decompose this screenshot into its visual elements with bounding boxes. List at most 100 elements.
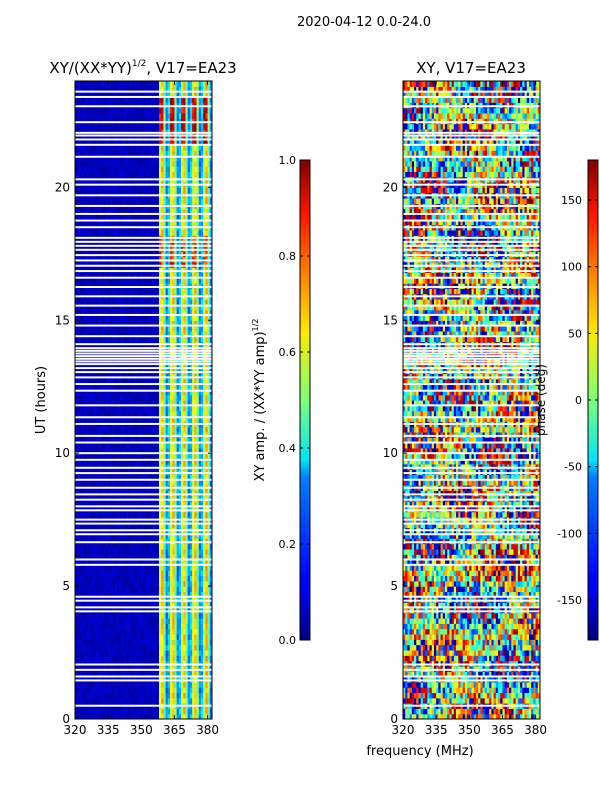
- heatmap-cell: [75, 469, 78, 476]
- heatmap-cell: [143, 681, 147, 688]
- heatmap-cell: [79, 378, 83, 385]
- heatmap-cell: [125, 362, 129, 369]
- heatmap-cell: [134, 708, 138, 715]
- heatmap-cell: [194, 628, 198, 635]
- heatmap-cell: [101, 458, 105, 465]
- heatmap-cell: [119, 309, 122, 316]
- heatmap-cell: [132, 378, 136, 385]
- heatmap-cell: [172, 559, 176, 566]
- heatmap-cell: [79, 368, 83, 375]
- heatmap-cell: [130, 442, 134, 449]
- heatmap-cell: [161, 591, 164, 598]
- heatmap-cell: [94, 426, 98, 433]
- heatmap-cell: [92, 495, 96, 502]
- heatmap-cell: [198, 426, 202, 433]
- heatmap-cell: [88, 309, 92, 316]
- heatmap-cell: [139, 649, 142, 656]
- heatmap-cell: [88, 554, 92, 561]
- heatmap-cell: [108, 554, 111, 561]
- heatmap-cell: [77, 665, 81, 672]
- heatmap-cell: [161, 671, 164, 678]
- heatmap-cell: [209, 336, 212, 343]
- heatmap-cell: [156, 570, 160, 577]
- heatmap-cell: [130, 400, 134, 406]
- heatmap-cell: [116, 511, 120, 518]
- heatmap-cell: [139, 362, 142, 369]
- heatmap-cell: [75, 697, 78, 704]
- heatmap-cell: [90, 309, 94, 316]
- heatmap-cell: [167, 357, 171, 364]
- heatmap-cell: [119, 320, 122, 327]
- heatmap-cell: [183, 453, 187, 460]
- heatmap-cell: [183, 474, 187, 481]
- heatmap-cell: [81, 314, 85, 321]
- heatmap-cell: [110, 362, 114, 369]
- heatmap-cell: [88, 352, 92, 359]
- heatmap-cell: [132, 623, 136, 630]
- heatmap-cell: [90, 660, 94, 667]
- heatmap-cell: [86, 655, 89, 662]
- heatmap-cell: [154, 586, 158, 592]
- heatmap-cell: [105, 495, 109, 502]
- heatmap-cell: [205, 405, 209, 412]
- heatmap-cell: [154, 501, 158, 507]
- heatmap-cell: [163, 522, 167, 529]
- heatmap-cell: [139, 612, 142, 619]
- heatmap-cell: [203, 602, 206, 608]
- heatmap-cell: [176, 532, 180, 539]
- heatmap-cell: [174, 442, 178, 449]
- heatmap-cell: [99, 415, 103, 422]
- heatmap-cell: [158, 617, 162, 624]
- heatmap-cell: [176, 559, 180, 566]
- heatmap-cell: [130, 447, 134, 454]
- heatmap-cell: [110, 665, 114, 672]
- heatmap-cell: [145, 415, 149, 422]
- heatmap-cell: [141, 309, 145, 316]
- heatmap-cell: [83, 309, 87, 316]
- heatmap-cell: [205, 314, 209, 321]
- heatmap-cell: [134, 575, 138, 582]
- heatmap-cell: [105, 708, 109, 715]
- heatmap-cell: [187, 405, 191, 412]
- heatmap-cell: [134, 681, 138, 688]
- heatmap-cell: [130, 389, 134, 396]
- heatmap-cell: [130, 458, 134, 465]
- heatmap-cell: [185, 570, 189, 577]
- heatmap-cell: [77, 633, 81, 640]
- heatmap-cell: [176, 330, 180, 337]
- heatmap-cell: [79, 713, 83, 719]
- heatmap-cell: [79, 400, 83, 406]
- heatmap-cell: [110, 325, 114, 332]
- heatmap-cell: [205, 304, 209, 311]
- heatmap-cell: [165, 554, 169, 561]
- heatmap-cell: [83, 591, 87, 598]
- heatmap-cell: [110, 532, 114, 539]
- heatmap-cell: [181, 463, 184, 470]
- heatmap-cell: [121, 538, 125, 545]
- heatmap-cell: [81, 495, 85, 502]
- heatmap-cell: [77, 298, 81, 305]
- heatmap-cell: [77, 649, 81, 656]
- heatmap-cell: [110, 580, 114, 587]
- heatmap-cell: [125, 623, 129, 630]
- heatmap-cell: [108, 697, 111, 704]
- heatmap-cell: [185, 607, 189, 614]
- heatmap-cell: [141, 368, 145, 375]
- heatmap-cell: [178, 522, 182, 529]
- heatmap-cell: [181, 314, 184, 321]
- heatmap-cell: [103, 479, 107, 486]
- heatmap-cell: [194, 570, 198, 577]
- heatmap-cell: [116, 649, 120, 656]
- heatmap-cell: [94, 538, 98, 545]
- heatmap-cell: [112, 330, 116, 337]
- heatmap-cell: [161, 655, 164, 662]
- heatmap-cell: [92, 687, 96, 694]
- heatmap-cell: [207, 314, 211, 321]
- heatmap-cell: [90, 559, 94, 566]
- heatmap-cell: [167, 453, 171, 460]
- heatmap-cell: [145, 346, 149, 353]
- heatmap-cell: [132, 660, 136, 667]
- heatmap-cell: [92, 304, 96, 311]
- heatmap-cell: [123, 708, 127, 715]
- heatmap-cell: [176, 607, 180, 614]
